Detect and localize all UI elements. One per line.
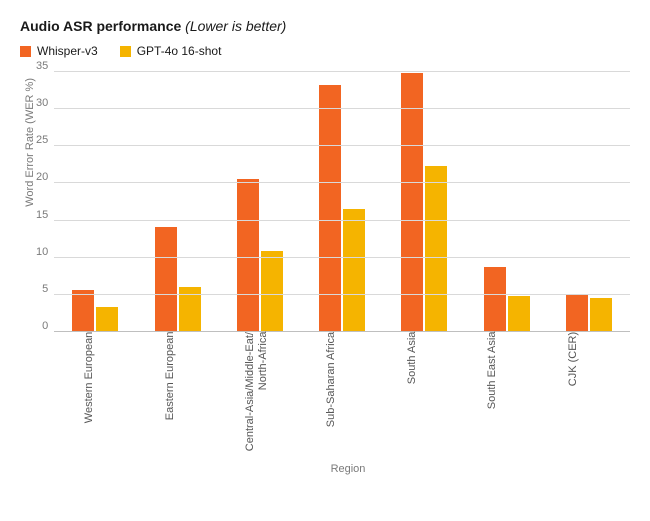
bar bbox=[261, 251, 283, 332]
bar bbox=[590, 298, 612, 332]
legend-label: GPT-4o 16-shot bbox=[137, 44, 222, 58]
bar bbox=[319, 85, 341, 332]
x-tick-label: Western European bbox=[83, 332, 129, 459]
chart-page: Audio ASR performance (Lower is better) … bbox=[0, 0, 650, 521]
grid-line bbox=[54, 145, 630, 146]
x-axis-title: Region bbox=[66, 463, 630, 475]
grid-line bbox=[54, 257, 630, 258]
grid-line bbox=[54, 71, 630, 72]
chart-title-sub: (Lower is better) bbox=[185, 18, 286, 34]
chart-title-main: Audio ASR performance bbox=[20, 18, 181, 34]
legend-item: Whisper-v3 bbox=[20, 44, 98, 58]
bar bbox=[425, 166, 447, 332]
chart-title: Audio ASR performance (Lower is better) bbox=[20, 18, 630, 34]
legend-swatch bbox=[120, 46, 131, 57]
x-tick-label: CJK (CER) bbox=[567, 332, 613, 459]
bar bbox=[96, 307, 118, 332]
y-axis-ticks: 35302520151050 bbox=[36, 72, 54, 332]
x-tick-label: Central-Asia/Middle-Eat/ North-Africa bbox=[244, 332, 290, 459]
bar bbox=[566, 294, 588, 332]
legend-label: Whisper-v3 bbox=[37, 44, 98, 58]
x-tick-label: Eastern European bbox=[164, 332, 210, 459]
plot-area bbox=[54, 72, 630, 332]
x-tick-label: South Asia bbox=[406, 332, 452, 459]
legend-item: GPT-4o 16-shot bbox=[120, 44, 222, 58]
bar bbox=[72, 290, 94, 332]
grid-line bbox=[54, 220, 630, 221]
bar bbox=[343, 209, 365, 332]
y-axis-title: Word Error Rate (WER %) bbox=[20, 78, 36, 207]
chart-area: Word Error Rate (WER %) 35302520151050 bbox=[20, 72, 630, 332]
bar bbox=[237, 179, 259, 332]
bar bbox=[508, 296, 530, 332]
grid-line bbox=[54, 108, 630, 109]
x-tick-label: South East Asia bbox=[486, 332, 532, 459]
grid-line bbox=[54, 294, 630, 295]
x-tick-label: Sub-Saharan Africa bbox=[325, 332, 371, 459]
chart-legend: Whisper-v3 GPT-4o 16-shot bbox=[20, 44, 630, 58]
x-axis-labels: Western European Eastern European Central-… bbox=[66, 332, 630, 459]
legend-swatch bbox=[20, 46, 31, 57]
bar bbox=[484, 267, 506, 332]
bar bbox=[155, 227, 177, 332]
grid-line bbox=[54, 182, 630, 183]
